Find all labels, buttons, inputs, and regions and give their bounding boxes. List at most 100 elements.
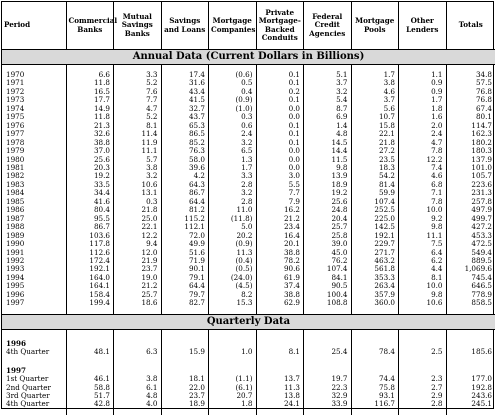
value-cell: 427.2 — [471, 222, 492, 232]
table-row: 1989 103.6 12.2 72.0 20.2 16.4 25.8 192.1 11.1 45… — [2, 231, 495, 241]
value-cell: 3.2 — [208, 188, 257, 198]
value-cell: 0.0 — [256, 112, 304, 122]
column-header-period: Period — [2, 2, 67, 50]
value-cell: 22.3 — [303, 383, 352, 392]
value-cell: 46.1 — [66, 374, 114, 384]
value-cell: 180.2 — [471, 137, 492, 147]
value-cell: 62.9 — [256, 298, 304, 308]
value-cell: 0.9 — [398, 78, 447, 88]
value-cell: (24.0) — [208, 273, 257, 283]
value-cell: (0.9) — [208, 95, 257, 105]
value-cell: 2.4 — [208, 129, 257, 139]
value-cell: 42.8 — [66, 399, 114, 409]
value-cell: 10.0 — [398, 281, 447, 291]
value-cell: 0.4 — [208, 87, 257, 97]
value-cell: 25.4 — [303, 347, 352, 357]
value-cell: 90.6 — [256, 264, 304, 274]
value-cell: 223.6 — [471, 179, 492, 189]
value-cell: 19.0 — [113, 273, 162, 283]
table-row: 1st Quarter 46.1 3.8 18.1 (1.1) 13.7 19.7 74.4 2… — [2, 374, 495, 384]
table-row: 1995 164.1 21.2 64.4 (4.5) 37.4 90.5 263.4 10.0 6… — [2, 281, 495, 291]
value-cell: 3.8 — [351, 78, 399, 88]
value-cell: 19.7 — [303, 374, 352, 384]
period-cell: 1986 — [2, 205, 67, 215]
value-cell: 3.2 — [208, 138, 257, 148]
value-cell: 257.8 — [471, 196, 492, 206]
period-cell: 1975 — [2, 112, 67, 122]
value-cell: 8.2 — [208, 290, 257, 300]
value-cell: 164.1 — [66, 281, 114, 291]
table-row: 1984 34.4 13.1 86.7 3.2 7.7 19.2 59.9 7.1 231.3 — [2, 188, 495, 198]
value-cell: 9.8 — [303, 163, 352, 173]
table-row: 1971 11.8 5.2 31.6 0.5 0.1 3.7 3.8 0.9 57.5 — [2, 78, 495, 88]
value-cell: 5.5 — [256, 180, 304, 190]
value-cell: 11.5 — [303, 155, 352, 164]
value-cell: 112.1 — [161, 222, 209, 232]
value-cell: 105.7 — [471, 171, 492, 181]
value-cell: 7.7 — [113, 95, 162, 105]
value-cell: 107.4 — [351, 197, 399, 207]
value-cell: 20.1 — [256, 239, 304, 249]
annual-section-title: Annual Data (Current Dollars in Billions… — [2, 49, 495, 65]
value-cell: 27.2 — [351, 146, 399, 156]
year-label-1997: 1997 — [2, 366, 67, 376]
value-cell: 1.8 — [398, 104, 447, 114]
table-row: 1992 172.4 21.9 71.9 (0.4) 78.2 76.2 463.2 6.2 88… — [2, 256, 495, 266]
value-cell: 2.4 — [398, 129, 447, 139]
value-cell: 177.0 — [471, 374, 492, 384]
value-cell: 185.6 — [471, 347, 492, 357]
value-cell: 6.9 — [303, 112, 352, 122]
value-cell: 2.7 — [398, 383, 447, 392]
period-cell: 1989 — [2, 231, 67, 241]
value-cell: (0.6) — [208, 70, 257, 80]
value-cell: 162.3 — [471, 129, 492, 139]
table-row: 1973 17.7 7.7 41.5 (0.9) 0.1 5.4 3.7 1.7 76.8 — [2, 95, 495, 105]
value-cell: 3.0 — [256, 171, 304, 181]
period-cell: 1981 — [2, 163, 67, 173]
value-cell: 86.7 — [161, 188, 209, 198]
value-cell: (0.5) — [208, 264, 257, 274]
value-cell: 0.1 — [256, 138, 304, 148]
period-cell: 1997 — [2, 298, 67, 308]
period-cell: 2nd Quarter — [2, 383, 67, 392]
value-cell: 0.1 — [256, 70, 304, 80]
header-row: Period Commercial Banks Mutual Savings B… — [2, 2, 495, 50]
value-cell: 0.6 — [208, 121, 257, 131]
value-cell: (11.8) — [208, 214, 257, 224]
value-cell: 1.6 — [398, 112, 447, 122]
value-cell: 107.4 — [303, 264, 352, 274]
period-cell: 1983 — [2, 180, 67, 190]
table-row: 1997 199.4 18.6 82.7 15.3 62.9 108.8 360.0 10.6 8… — [2, 298, 495, 308]
value-cell: 25.6 — [303, 197, 352, 207]
value-cell: 858.5 — [471, 298, 492, 308]
value-cell: 20.3 — [66, 163, 114, 173]
value-cell: 4.7 — [113, 104, 162, 114]
table-row: 1993 192.1 23.7 90.1 (0.5) 90.6 107.4 561.8 4.4 1… — [2, 264, 495, 274]
value-cell: 11.8 — [66, 78, 114, 88]
column-header-private-conduits: Private Mortgage-Backed Conduits — [256, 2, 304, 50]
value-cell: 16.4 — [256, 231, 304, 241]
value-cell: 21.2 — [256, 214, 304, 224]
value-cell: 19.2 — [66, 171, 114, 181]
value-cell: 19.2 — [303, 188, 352, 198]
table-row: 1979 37.0 11.1 76.3 6.5 0.0 14.4 27.2 7.8 180.3 — [2, 146, 495, 156]
value-cell: 112.6 — [66, 248, 114, 257]
value-cell: 81.2 — [161, 205, 209, 215]
value-cell: 3.3 — [208, 171, 257, 181]
period-cell: 1982 — [2, 171, 67, 181]
value-cell: 6.2 — [398, 256, 447, 266]
value-cell: 0.1 — [256, 95, 304, 105]
value-cell: 0.9 — [398, 87, 447, 97]
value-cell: 5.0 — [208, 222, 257, 232]
value-cell: 231.3 — [471, 188, 492, 198]
value-cell: 7.5 — [398, 239, 447, 249]
quarterly-section-title: Quarterly Data — [2, 313, 495, 330]
value-cell: 5.2 — [113, 78, 162, 88]
table-row: 1976 21.3 8.1 65.3 0.6 0.1 1.4 15.8 2.0 114.7 — [2, 121, 495, 131]
period-cell: 4th Quarter — [2, 399, 67, 409]
value-cell: 11.4 — [113, 129, 162, 139]
value-cell: 65.3 — [161, 121, 209, 131]
value-cell: 0.0 — [256, 104, 304, 114]
value-cell: 71.9 — [161, 256, 209, 266]
